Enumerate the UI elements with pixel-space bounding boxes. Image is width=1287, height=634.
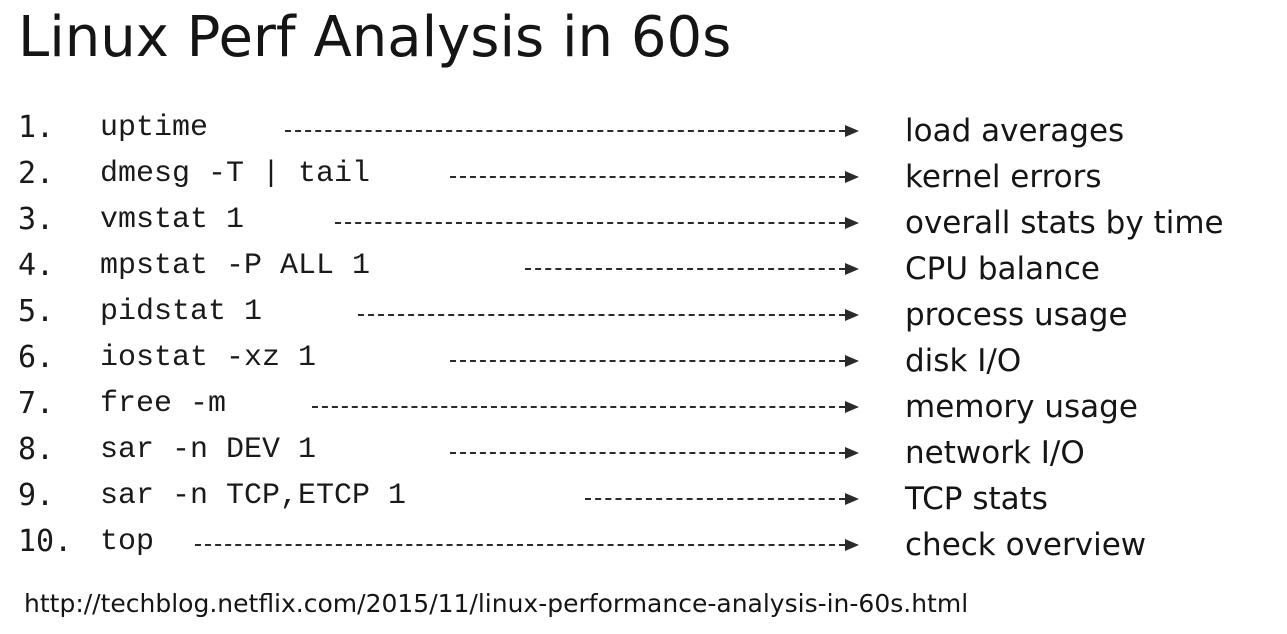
dashed-arrow-icon: [312, 401, 859, 413]
dashed-arrow-icon: [285, 125, 859, 137]
command-text: top: [100, 525, 155, 559]
command-text: dmesg -T | tail: [100, 157, 371, 191]
command-description: disk I/O: [905, 343, 1022, 379]
item-number: 9.: [18, 478, 55, 513]
command-description: overall stats by time: [905, 205, 1224, 241]
list-item: 6. iostat -xz 1 disk I/O: [0, 338, 1287, 384]
list-item: 7. free -m memory usage: [0, 384, 1287, 430]
item-number: 7.: [18, 386, 55, 421]
command-text: iostat -xz 1: [100, 341, 317, 375]
source-url: http://techblog.netflix.com/2015/11/linu…: [24, 589, 969, 618]
command-list: 1. uptime load averages 2. dmesg -T | ta…: [0, 108, 1287, 568]
item-number: 3.: [18, 202, 55, 237]
dashed-arrow-icon: [585, 493, 859, 505]
command-description: check overview: [905, 527, 1147, 563]
command-text: mpstat -P ALL 1: [100, 249, 371, 283]
list-item: 9. sar -n TCP,ETCP 1 TCP stats: [0, 476, 1287, 522]
dashed-arrow-icon: [525, 263, 859, 275]
command-description: memory usage: [905, 389, 1138, 425]
list-item: 4. mpstat -P ALL 1 CPU balance: [0, 246, 1287, 292]
item-number: 6.: [18, 340, 55, 375]
command-description: network I/O: [905, 435, 1085, 471]
dashed-arrow-icon: [450, 355, 859, 367]
item-number: 2.: [18, 156, 55, 191]
list-item: 1. uptime load averages: [0, 108, 1287, 154]
command-description: TCP stats: [905, 481, 1048, 517]
list-item: 5. pidstat 1 process usage: [0, 292, 1287, 338]
dashed-arrow-icon: [195, 539, 859, 551]
item-number: 1.: [18, 110, 55, 145]
command-text: sar -n TCP,ETCP 1: [100, 479, 407, 513]
dashed-arrow-icon: [450, 447, 859, 459]
command-text: sar -n DEV 1: [100, 433, 317, 467]
dashed-arrow-icon: [450, 171, 859, 183]
command-text: vmstat 1: [100, 203, 245, 237]
item-number: 5.: [18, 294, 55, 329]
dashed-arrow-icon: [335, 217, 859, 229]
item-number: 8.: [18, 432, 55, 467]
command-text: uptime: [100, 111, 209, 145]
dashed-arrow-icon: [358, 309, 859, 321]
command-text: pidstat 1: [100, 295, 263, 329]
item-number: 10.: [18, 524, 73, 559]
list-item: 3. vmstat 1 overall stats by time: [0, 200, 1287, 246]
command-text: free -m: [100, 387, 227, 421]
command-description: load averages: [905, 113, 1125, 149]
page-title: Linux Perf Analysis in 60s: [18, 5, 732, 70]
list-item: 8. sar -n DEV 1 network I/O: [0, 430, 1287, 476]
command-description: process usage: [905, 297, 1128, 333]
command-description: kernel errors: [905, 159, 1102, 195]
item-number: 4.: [18, 248, 55, 283]
list-item: 10. top check overview: [0, 522, 1287, 568]
command-description: CPU balance: [905, 251, 1100, 287]
list-item: 2. dmesg -T | tail kernel errors: [0, 154, 1287, 200]
